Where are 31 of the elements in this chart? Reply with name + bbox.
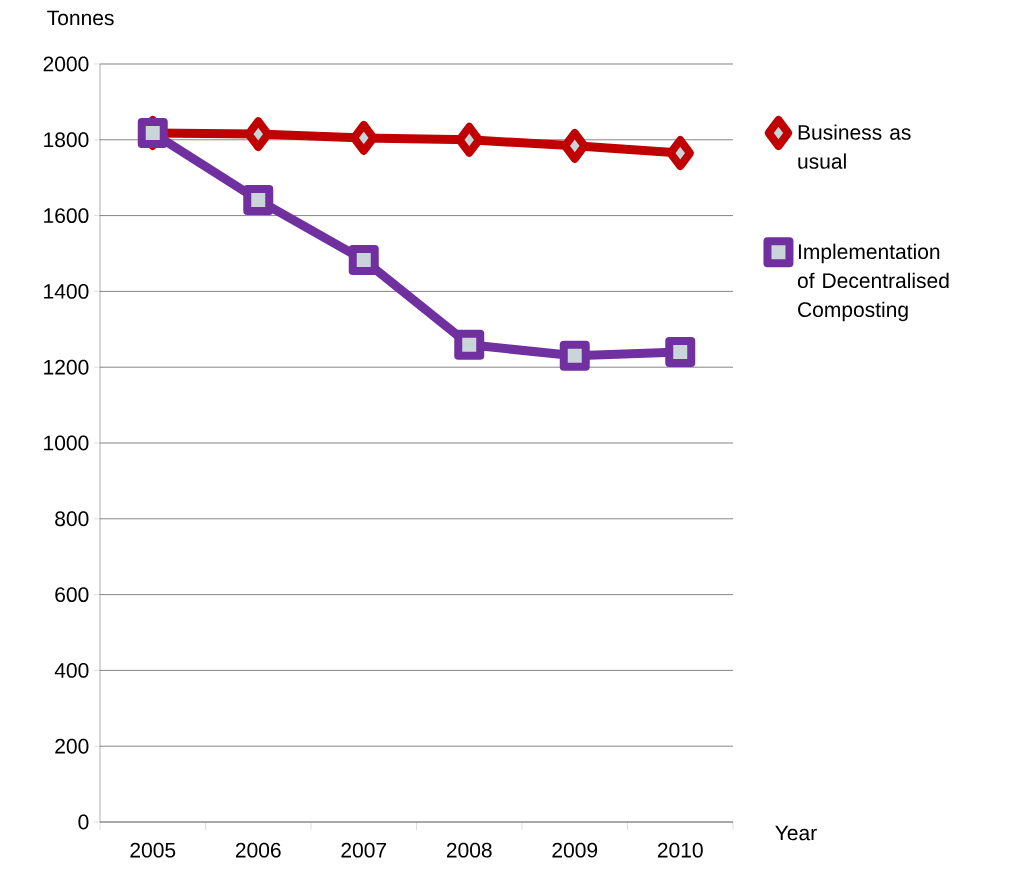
y-tick-label: 0	[78, 814, 89, 830]
y-tick-label: 800	[55, 511, 89, 527]
x-tick-label: 2006	[235, 842, 281, 858]
y-tick-label: 200	[55, 738, 89, 754]
x-tick-label: 2005	[130, 842, 176, 858]
y-tick-label: 400	[54, 662, 89, 678]
point	[350, 120, 378, 155]
point	[454, 329, 485, 360]
y-tick-label: 1800	[44, 132, 89, 148]
legend-label: Business as usual	[798, 124, 911, 169]
y-tick-label: 1000	[44, 435, 89, 451]
point	[561, 128, 589, 163]
legend-label: Implementation of Decentralised Composting	[797, 243, 949, 322]
point	[665, 337, 696, 368]
y-tick-label: 1200	[44, 359, 89, 375]
y-tick-label: 600	[55, 587, 89, 603]
y-tick-label: 1400	[44, 283, 89, 299]
point	[455, 122, 483, 157]
point	[666, 136, 694, 171]
point	[348, 244, 379, 275]
y-tick-label: 1600	[44, 208, 89, 224]
x-tick-label: 2007	[341, 842, 387, 858]
y-axis-title: Tonnes	[47, 10, 114, 26]
point	[244, 117, 272, 152]
point	[559, 340, 590, 371]
y-tick-label: 2000	[43, 56, 89, 72]
x-tick-label: 2010	[657, 842, 703, 858]
x-tick-label: 2008	[446, 842, 492, 858]
x-axis-title: Year	[775, 825, 817, 841]
x-tick-label: 2009	[552, 842, 598, 858]
point	[243, 185, 274, 216]
